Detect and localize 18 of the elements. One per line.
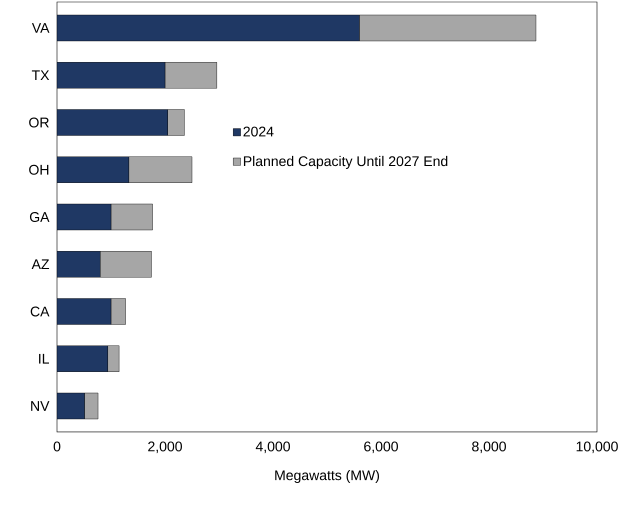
x-tick-label: 10,000 — [576, 442, 618, 454]
y-tick-label: NV — [31, 401, 50, 411]
y-tick-label: VA — [32, 23, 50, 33]
x-tick-label: 8,000 — [472, 442, 506, 454]
y-tick-label: OR — [29, 118, 49, 128]
y-tick-label: IL — [39, 354, 50, 364]
x-tick-label: 2,000 — [148, 442, 182, 454]
y-tick-label: CA — [30, 306, 50, 316]
y-tick-label: AZ — [32, 259, 50, 270]
x-tick-label: 4,000 — [256, 442, 290, 454]
y-tick-label: OH — [29, 164, 48, 175]
x-axis-title: Megawatts (MW) — [275, 470, 380, 483]
y-tick-label: TX — [32, 70, 50, 80]
legend-label: 2024 — [244, 126, 274, 137]
x-tick-label: 6,000 — [364, 442, 398, 454]
y-tick-label: GA — [30, 212, 50, 222]
legend-label: Planned Capacity Until 2027 End — [244, 156, 448, 169]
x-tick-label: 0 — [54, 442, 60, 452]
